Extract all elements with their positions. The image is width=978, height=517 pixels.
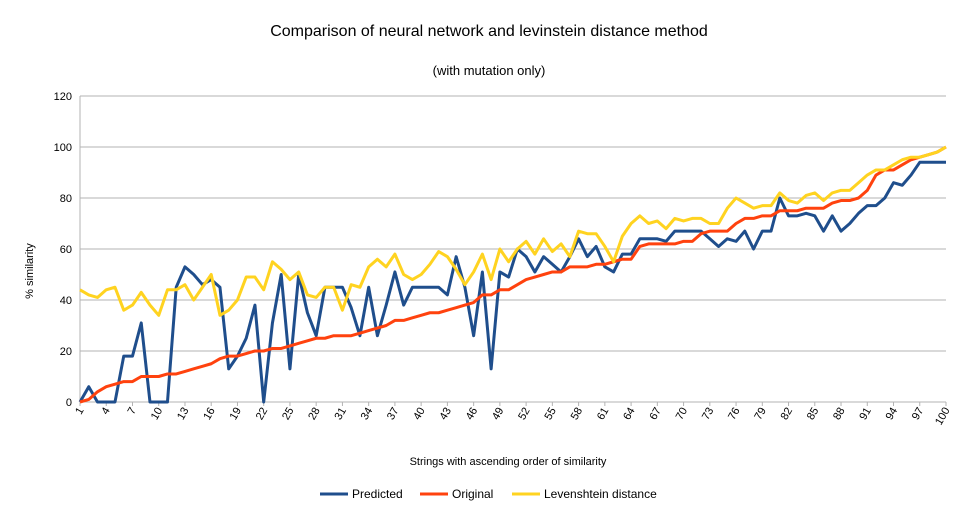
y-tick-label: 80 [60, 193, 72, 205]
x-tick-label: 94 [884, 406, 901, 423]
x-tick-label: 55 [542, 406, 559, 423]
x-tick-label: 22 [254, 406, 271, 423]
series-lines [78, 145, 947, 404]
legend: Predicted Original Levenshtein distance [320, 487, 657, 501]
y-tick-label: 20 [60, 346, 72, 358]
legend-label: Predicted [352, 487, 403, 501]
x-tick-label: 43 [437, 406, 454, 423]
x-tick-label: 1 [73, 406, 86, 417]
x-axis: 1 4 7 10 13 16 19 22 25 28 31 34 37 40 43 46 49 52 55 58 61 6… [73, 401, 953, 428]
x-tick-label: 79 [752, 406, 769, 423]
x-tick-label: 67 [647, 406, 664, 423]
x-tick-label: 73 [700, 406, 717, 423]
x-tick-label: 13 [175, 406, 192, 423]
x-tick-label: 37 [385, 406, 402, 423]
y-tick-label: 100 [54, 142, 72, 154]
x-tick-label: 61 [595, 406, 612, 423]
x-tick-label: 100 [933, 406, 953, 428]
x-tick-label: 4 [99, 406, 112, 417]
x-tick-label: 52 [516, 406, 533, 423]
x-axis-title: Strings with ascending order of similari… [410, 456, 607, 468]
x-tick-label: 34 [359, 406, 376, 423]
x-tick-label: 76 [726, 406, 743, 423]
x-tick-label: 7 [126, 406, 139, 417]
y-axis: 0 20 40 60 80 100 120 [54, 91, 81, 409]
x-tick-label: 25 [280, 406, 297, 423]
x-tick-label: 88 [831, 406, 848, 423]
series-line [79, 145, 947, 404]
chart-title: Comparison of neural network and levinst… [270, 23, 708, 40]
x-tick-label: 82 [779, 406, 796, 423]
x-tick-label: 64 [621, 406, 638, 423]
x-tick-label: 49 [490, 406, 507, 423]
series-line [78, 160, 946, 404]
x-tick-label: 31 [333, 406, 350, 423]
y-tick-label: 0 [66, 397, 72, 409]
chart-subtitle: (with mutation only) [433, 63, 546, 78]
x-tick-label: 85 [805, 406, 822, 423]
x-tick-label: 70 [674, 406, 691, 423]
x-tick-label: 46 [464, 406, 481, 423]
y-tick-label: 40 [60, 295, 72, 307]
legend-label: Levenshtein distance [544, 487, 657, 501]
y-tick-label: 60 [60, 244, 72, 256]
x-tick-label: 16 [201, 406, 218, 423]
series-line [79, 145, 947, 317]
x-tick-label: 28 [306, 406, 323, 423]
x-tick-label: 19 [228, 406, 245, 423]
x-tick-label: 91 [857, 406, 874, 423]
gridlines [80, 95, 946, 403]
y-tick-label: 120 [54, 91, 72, 103]
x-tick-label: 58 [569, 406, 586, 423]
legend-label: Original [452, 487, 493, 501]
x-tick-label: 40 [411, 406, 428, 423]
x-tick-label: 10 [149, 406, 166, 423]
x-tick-label: 97 [910, 406, 927, 423]
y-axis-title: % similarity [24, 243, 36, 299]
